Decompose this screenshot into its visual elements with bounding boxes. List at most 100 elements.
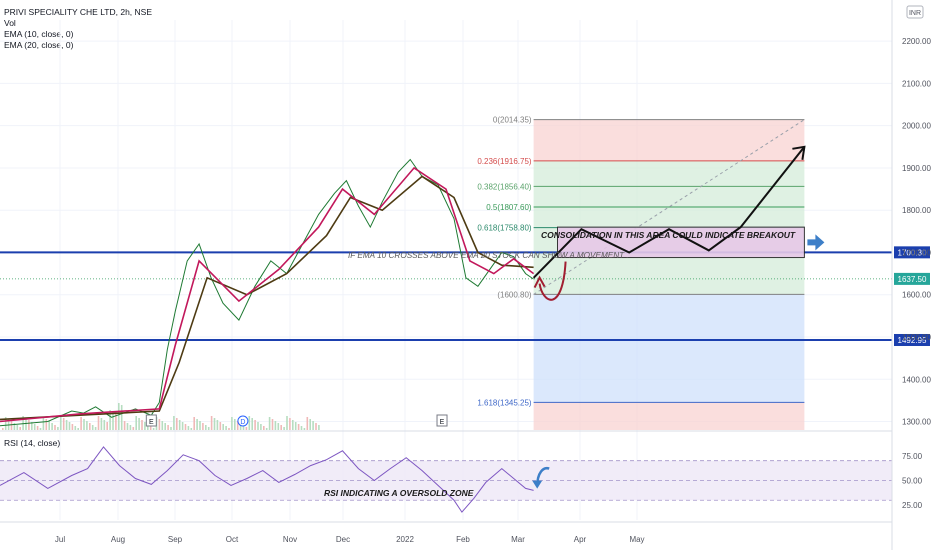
volume-bar <box>19 427 21 430</box>
volume-bar <box>33 424 36 430</box>
x-tick-label: Nov <box>283 535 297 544</box>
volume-bar <box>271 419 274 430</box>
fib-level-label: (1600.80) <box>497 290 532 299</box>
volume-bar <box>306 417 309 430</box>
price-tag <box>894 333 930 346</box>
zigzag-arrowhead <box>792 145 806 160</box>
zigzag-projection <box>532 146 806 279</box>
volume-bar <box>138 418 140 430</box>
y-tick-label: 2200.00 <box>902 37 931 46</box>
y-tick-label: 2100.00 <box>902 79 931 88</box>
price-tag-label: 1700.30 <box>898 248 927 257</box>
volume-bar <box>16 425 19 430</box>
volume-bar <box>187 426 190 430</box>
volume-bar <box>280 425 282 430</box>
volume-bar <box>120 405 123 430</box>
fib-zone <box>533 402 805 430</box>
volume-bar <box>126 423 129 430</box>
currency-badge <box>906 5 924 19</box>
volume-bar <box>118 403 120 430</box>
chart-title: PRIVI SPECIALITY CHE LTD, 2h, NSE <box>4 7 153 17</box>
volume-bar <box>51 423 53 430</box>
oversold-arrowhead-icon <box>532 480 543 489</box>
fib-level-label: 1.618(1345.25) <box>477 398 532 407</box>
fib-zone <box>533 160 805 187</box>
y-tick-label: 1800.00 <box>902 206 931 215</box>
volume-bar <box>265 428 268 430</box>
volume-bar <box>181 422 184 430</box>
y-tick-label: 1600.00 <box>902 291 931 300</box>
volume-bar <box>13 423 16 430</box>
x-tick-label: Feb <box>456 535 470 544</box>
event-marker-label: E <box>440 419 445 426</box>
x-tick-label: Apr <box>574 535 587 544</box>
fib-level-label: 0.618(1758.80) <box>477 224 532 233</box>
volume-bar <box>80 417 82 430</box>
volume-bar <box>260 424 262 430</box>
volume-bar <box>277 423 280 430</box>
volume-bar <box>178 420 181 430</box>
volume-bar <box>2 428 4 430</box>
volume-bar <box>303 428 306 430</box>
volume-bar <box>207 427 210 430</box>
price-line <box>0 158 534 427</box>
volume-bar <box>202 423 204 430</box>
volume-bar <box>112 412 114 430</box>
volume-bar <box>71 424 74 430</box>
volume-bar <box>86 421 88 430</box>
y-tick-label: 1700.00 <box>902 248 931 257</box>
volume-bar <box>25 418 27 430</box>
volume-bar <box>239 423 242 430</box>
volume-bar <box>309 419 311 430</box>
volume-bar <box>158 419 161 430</box>
volume-bar <box>292 420 294 430</box>
volume-bar <box>216 420 219 430</box>
volume-bar <box>315 423 317 430</box>
fib-level-label: 0.236(1916.75) <box>477 157 532 166</box>
volume-bar <box>77 428 79 430</box>
volume-bar <box>48 421 50 430</box>
volume-bar <box>268 417 271 430</box>
fib-level-label: 0.5(1807.60) <box>486 203 532 212</box>
volume-bar <box>251 418 253 430</box>
ema10-line <box>0 166 535 423</box>
volume-bar <box>57 427 59 430</box>
volume-bar <box>94 427 97 430</box>
volume-bar <box>283 427 285 430</box>
volume-bar <box>100 418 103 430</box>
volume-bar <box>205 425 207 430</box>
volume-bar <box>115 414 117 430</box>
volume-bar <box>60 416 62 430</box>
volume-bar <box>144 422 146 430</box>
earnings-event-icon <box>436 414 448 427</box>
annotation-rsi: RSI INDICATING A OVERSOLD ZONE <box>324 488 474 498</box>
volume-bar <box>161 421 164 430</box>
volume-bar <box>257 422 259 430</box>
ema10-label: EMA (10, close, 0) <box>4 29 74 39</box>
volume-bar <box>10 421 13 430</box>
fib-level-label: 0(2014.35) <box>493 116 532 125</box>
volume-bar <box>213 418 216 430</box>
consolidation-box <box>557 226 805 259</box>
volume-bar <box>263 426 265 430</box>
last-price-label: 1637.50 <box>898 275 927 284</box>
volume-bar <box>89 423 91 430</box>
volume-bar <box>36 426 39 430</box>
rsi-title: RSI (14, close) <box>4 438 60 448</box>
volume-bar <box>234 419 236 430</box>
volume-bar <box>219 422 222 430</box>
volume-bar <box>236 421 239 430</box>
volume-bar <box>62 418 65 430</box>
volume-bar <box>103 420 106 430</box>
volume-bar <box>193 417 195 430</box>
y-tick-label: 2000.00 <box>902 122 931 131</box>
volume-bar <box>123 421 126 430</box>
fib-zone <box>533 186 805 207</box>
volume-bar <box>7 419 10 430</box>
x-tick-label: Oct <box>226 535 239 544</box>
x-tick-label: Sep <box>168 535 183 544</box>
volume-bar <box>225 426 227 430</box>
breakout-arrow-icon <box>807 234 825 251</box>
rsi-y-tick-label: 75.00 <box>902 452 923 461</box>
